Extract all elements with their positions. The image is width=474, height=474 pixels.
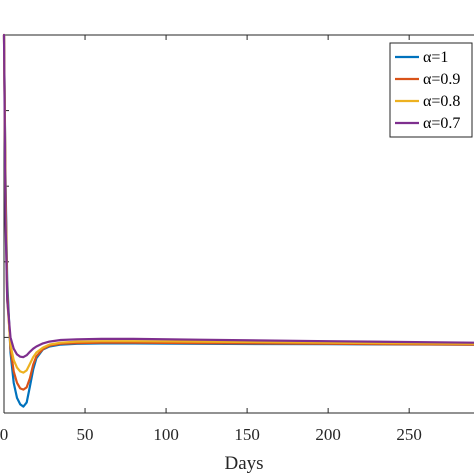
x-tick-label: 100: [153, 425, 179, 444]
x-axis: 0 50 100 150 200 250: [0, 35, 422, 444]
x-tick-label: 0: [0, 425, 8, 444]
x-tick-label: 50: [77, 425, 94, 444]
legend-label: α=0.9: [423, 71, 460, 88]
x-tick-label: 200: [315, 425, 341, 444]
series-line-4: [2, 33, 474, 359]
legend-label: α=1: [423, 49, 448, 66]
x-tick-label: 250: [396, 425, 422, 444]
legend-label: α=0.8: [423, 93, 460, 110]
legend-box: [389, 42, 473, 138]
legend: α=1 α=0.9 α=0.8 α=0.7: [389, 42, 473, 138]
series-lines: [2, 33, 474, 408]
series-line-3: [2, 33, 474, 374]
x-tick-label: 150: [234, 425, 260, 444]
series-line-2: [2, 33, 474, 391]
legend-label: α=0.7: [423, 115, 460, 132]
x-axis-label: Days: [224, 453, 263, 474]
